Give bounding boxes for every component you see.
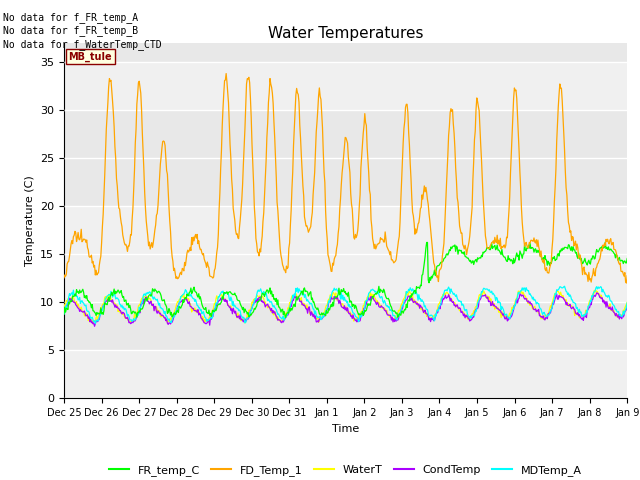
X-axis label: Time: Time	[332, 424, 359, 433]
Text: MB_tule: MB_tule	[68, 51, 112, 62]
Legend: FR_temp_C, FD_Temp_1, WaterT, CondTemp, MDTemp_A: FR_temp_C, FD_Temp_1, WaterT, CondTemp, …	[105, 461, 586, 480]
Bar	[64, 350, 627, 398]
Text: No data for f_FR_temp_B: No data for f_FR_temp_B	[3, 25, 138, 36]
Bar	[64, 206, 627, 302]
Text: No data for f_FR_temp_A: No data for f_FR_temp_A	[3, 12, 138, 23]
Title: Water Temperatures: Water Temperatures	[268, 25, 423, 41]
Y-axis label: Temperature (C): Temperature (C)	[24, 175, 35, 266]
Text: No data for f_WaterTemp_CTD: No data for f_WaterTemp_CTD	[3, 39, 162, 50]
Bar	[64, 62, 627, 110]
